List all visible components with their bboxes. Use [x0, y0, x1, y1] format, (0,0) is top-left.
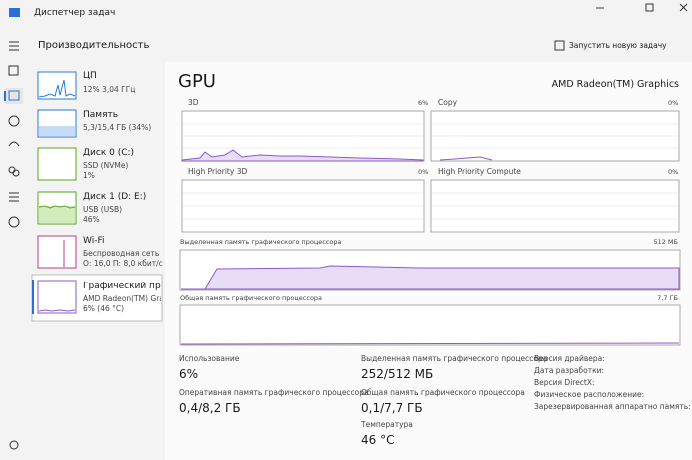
info-label: Версия драйвера:	[534, 354, 605, 363]
stat-value: 6%	[179, 367, 199, 381]
dedicated-label: Выделенная память графического процессор…	[180, 238, 342, 246]
new-task-icon[interactable]	[554, 40, 565, 51]
sidebar-name[interactable]: Графический процессор	[83, 282, 161, 291]
app-icon	[9, 8, 20, 17]
shared-max: 7,7 ГБ	[657, 294, 678, 302]
stat-value: 252/512 МБ	[361, 367, 434, 381]
stat-label: Температура	[361, 420, 413, 429]
stat-label: Общая память графического процессора	[361, 388, 525, 397]
sidebar-value: О: 16,0 П: 8,0 кбит/с	[83, 259, 163, 268]
engine-name[interactable]: High Priority 3D	[188, 167, 248, 176]
nav-rail[interactable]	[5, 41, 23, 450]
sidebar-detail: AMD Radeon(TM) Graphics	[83, 295, 161, 303]
engine-value: 0%	[668, 168, 679, 176]
gpu-title: GPU	[178, 71, 216, 92]
engine-name[interactable]: 3D	[188, 98, 199, 107]
gpu-device: AMD Radeon(TM) Graphics	[551, 79, 679, 90]
stat-value: 0,4/8,2 ГБ	[179, 401, 241, 415]
stat-label: Выделенная память графического процессор…	[361, 354, 548, 363]
sidebar-name[interactable]: Память	[83, 110, 119, 120]
stat-label: Оперативная память графического процессо…	[179, 388, 369, 397]
sidebar-detail: Беспроводная сеть	[83, 249, 160, 258]
engine-name[interactable]: High Priority Compute	[438, 167, 521, 176]
sidebar-detail: 5,3/15,4 ГБ (34%)	[83, 123, 152, 132]
engine-value: 0%	[668, 99, 679, 107]
info-label: Зарезервированная аппаратно память:	[534, 402, 691, 411]
selected-indicator	[32, 280, 34, 314]
stat-label: Использование	[179, 354, 240, 363]
shared-label: Общая память графического процессора	[180, 294, 323, 302]
stat-value: 46 °C	[361, 433, 395, 447]
engine-value: 6%	[418, 99, 429, 107]
window-controls[interactable]	[596, 3, 688, 12]
sidebar-value: 46%	[83, 215, 100, 224]
sidebar-detail: SSD (NVMe)	[83, 161, 129, 170]
engine-value: 0%	[418, 168, 429, 176]
dedicated-max: 512 МБ	[653, 238, 678, 246]
page-title: Производительность	[38, 40, 150, 51]
engine-name[interactable]: Copy	[438, 98, 458, 107]
sidebar-detail: 12% 3,04 ГГц	[83, 85, 136, 94]
sidebar-name[interactable]: Диск 1 (D: E:)	[83, 192, 147, 202]
sidebar-name[interactable]: ЦП	[83, 71, 97, 81]
new-task-button[interactable]: Запустить новую задачу	[569, 41, 667, 50]
info-label: Версия DirectX:	[534, 378, 595, 387]
graph-grid	[183, 123, 678, 220]
thumbnails	[37, 71, 77, 314]
graphs	[179, 110, 681, 346]
sidebar-value: 6% (46 °C)	[83, 304, 125, 313]
info-label: Дата разработки:	[534, 366, 605, 375]
nav-indicator	[4, 91, 6, 101]
window-title: Диспетчер задач	[34, 8, 116, 18]
info-label: Физическое расположение:	[534, 390, 645, 399]
stat-value: 0,1/7,7 ГБ	[361, 401, 423, 415]
sidebar-name[interactable]: Диск 0 (C:)	[83, 148, 135, 158]
sidebar-value: 1%	[83, 171, 95, 180]
sidebar-name[interactable]: Wi-Fi	[83, 236, 105, 246]
sidebar-detail: USB (USB)	[83, 205, 123, 214]
